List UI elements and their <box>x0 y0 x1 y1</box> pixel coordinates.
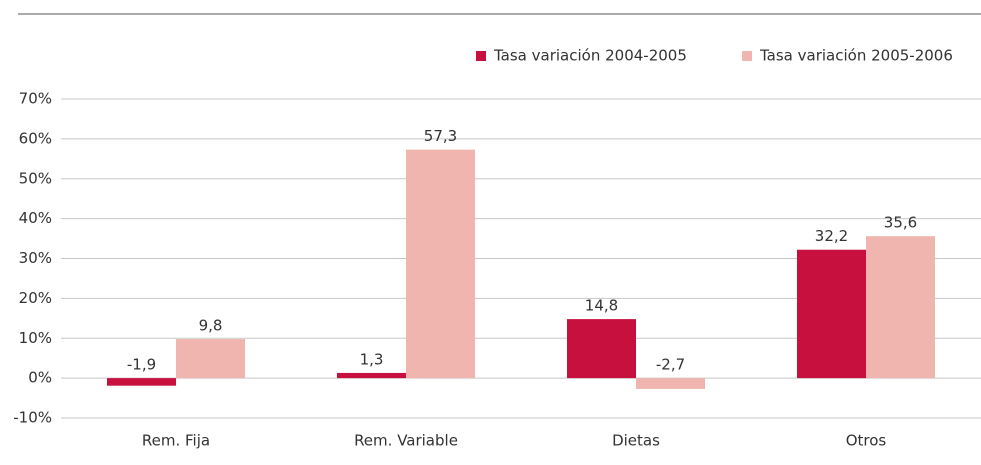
y-tick-label: 70% <box>19 90 52 108</box>
y-tick-label: -10% <box>13 409 52 427</box>
x-tick-label: Otros <box>846 432 887 450</box>
y-tick-label: 60% <box>19 129 52 147</box>
value-label: 9,8 <box>199 317 223 335</box>
x-tick-label: Rem. Fija <box>142 432 210 450</box>
value-label: 35,6 <box>884 214 917 232</box>
y-tick-label: 10% <box>19 329 52 347</box>
y-tick-label: 20% <box>19 289 52 307</box>
legend-swatch <box>476 51 486 61</box>
x-tick-label: Rem. Variable <box>354 432 458 450</box>
bar <box>107 378 176 386</box>
value-label: 57,3 <box>424 127 457 145</box>
bar <box>797 249 866 379</box>
x-tick-label: Dietas <box>612 432 660 450</box>
y-tick-label: 40% <box>19 209 52 227</box>
value-label: -1,9 <box>127 356 156 374</box>
legend-label: Tasa variación 2004-2005 <box>493 47 687 65</box>
bar <box>176 339 245 379</box>
y-tick-label: 0% <box>28 369 52 387</box>
value-label: 14,8 <box>585 297 618 315</box>
value-label: -2,7 <box>656 356 685 374</box>
bar <box>406 149 475 379</box>
bar <box>337 372 406 379</box>
legend-label: Tasa variación 2005-2006 <box>759 47 953 65</box>
y-tick-label: 30% <box>19 249 52 267</box>
bar <box>567 319 636 379</box>
y-tick-label: 50% <box>19 169 52 187</box>
legend-swatch <box>742 51 752 61</box>
value-label: 32,2 <box>815 227 848 245</box>
bar <box>636 378 705 389</box>
value-label: 1,3 <box>360 350 384 368</box>
bar <box>866 236 935 379</box>
